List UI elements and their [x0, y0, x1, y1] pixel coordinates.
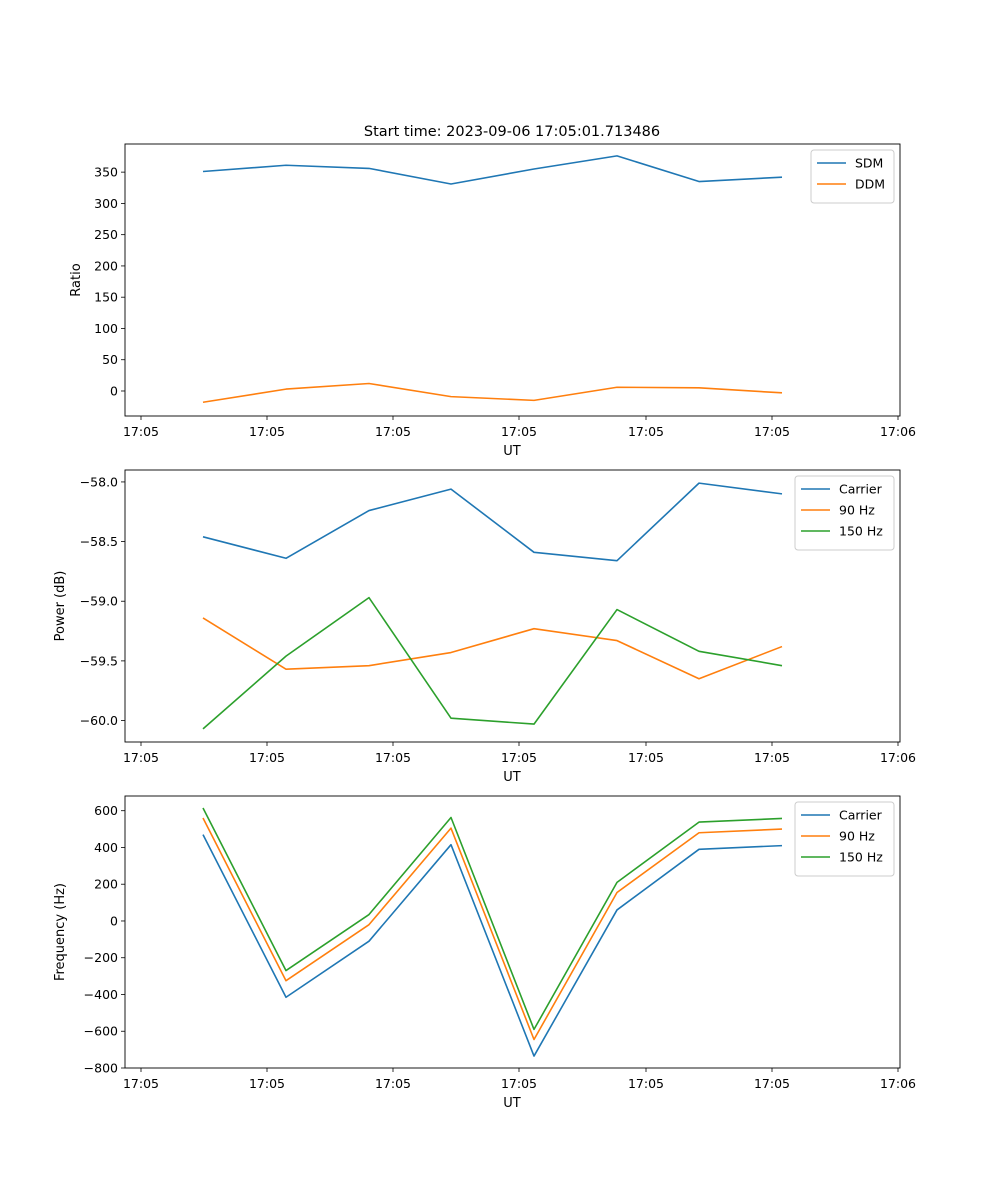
frequency-y-tick-label: 0 — [110, 913, 118, 928]
frequency-legend-label: 150 Hz — [839, 850, 883, 865]
frequency-y-tick-label: 200 — [94, 877, 118, 892]
frequency-legend: Carrier 90 Hz 150 Hz — [794, 801, 895, 877]
frequency-series-150-hz-line — [202, 807, 783, 1031]
frequency-x-tick-label: 17:05 — [249, 1076, 285, 1091]
power-legend-label: Carrier — [839, 482, 883, 497]
power-x-tick-label: 17:05 — [628, 750, 664, 765]
ratio-axes-frame — [124, 143, 901, 417]
frequency-y-tick-label: −600 — [84, 1024, 118, 1039]
frequency-y-tick-label: −200 — [84, 950, 118, 965]
ratio-x-tick-label: 17:05 — [628, 424, 664, 439]
frequency-x-tick-label: 17:06 — [880, 1076, 916, 1091]
power-series-carrier-line — [202, 482, 783, 562]
power-series-150-hz-line — [202, 596, 783, 730]
power-series-90-hz-line — [202, 617, 783, 680]
frequency-x-axis-label: UT — [503, 1096, 521, 1111]
power-x-tick-label: 17:05 — [375, 750, 411, 765]
power-x-tick-label: 17:05 — [249, 750, 285, 765]
ratio-x-tick-label: 17:06 — [880, 424, 916, 439]
power-x-tick-label: 17:05 — [501, 750, 537, 765]
ratio-y-tick-label: 250 — [94, 227, 118, 242]
ratio-series-ddm-line — [202, 382, 783, 404]
power-legend-label: 150 Hz — [839, 524, 883, 539]
ratio-x-tick-label: 17:05 — [375, 424, 411, 439]
chart-power: −60.0 −59.5 −59.0 −58.5 −58.0 17:05 17:05 17:05… — [53, 469, 916, 785]
ratio-y-tick-label: 350 — [94, 165, 118, 180]
ratio-legend-label: DDM — [855, 177, 885, 192]
ratio-x-tick-label: 17:05 — [123, 424, 159, 439]
ratio-x-tick-label: 17:05 — [754, 424, 790, 439]
ratio-x-axis-label: UT — [503, 444, 521, 459]
frequency-x-tick-label: 17:05 — [375, 1076, 411, 1091]
power-x-axis-label: UT — [503, 770, 521, 785]
ratio-y-tick-label: 150 — [94, 290, 118, 305]
power-y-tick-label: −59.5 — [80, 653, 118, 668]
ratio-x-tick-label: 17:05 — [249, 424, 285, 439]
frequency-series-90-hz-line — [202, 817, 783, 1041]
power-y-tick-label: −58.5 — [80, 534, 118, 549]
power-y-tick-label: −59.0 — [80, 594, 118, 609]
ratio-legend-label: SDM — [855, 156, 883, 171]
frequency-x-tick-label: 17:05 — [754, 1076, 790, 1091]
power-x-tick-label: 17:05 — [123, 750, 159, 765]
ratio-y-tick-label: 50 — [102, 352, 118, 367]
power-legend: Carrier 90 Hz 150 Hz — [794, 475, 895, 551]
power-axes-frame — [124, 469, 901, 743]
power-x-tick-label: 17:05 — [754, 750, 790, 765]
frequency-legend-label: 90 Hz — [839, 829, 875, 844]
frequency-y-tick-label: −800 — [84, 1061, 118, 1076]
ratio-y-tick-label: 200 — [94, 258, 118, 273]
power-legend-label: 90 Hz — [839, 503, 875, 518]
frequency-x-tick-label: 17:05 — [123, 1076, 159, 1091]
ratio-legend: SDM DDM — [810, 149, 895, 204]
frequency-series-carrier-line — [202, 834, 783, 1057]
ratio-y-tick-label: 0 — [110, 383, 118, 398]
power-y-tick-label: −58.0 — [80, 474, 118, 489]
power-x-tick-label: 17:06 — [880, 750, 916, 765]
power-y-tick-label: −60.0 — [80, 713, 118, 728]
ratio-y-tick-label: 300 — [94, 196, 118, 211]
frequency-x-tick-label: 17:05 — [501, 1076, 537, 1091]
ratio-x-tick-label: 17:05 — [501, 424, 537, 439]
power-y-axis-label: Power (dB) — [53, 571, 68, 642]
frequency-legend-label: Carrier — [839, 808, 883, 823]
frequency-y-axis-label: Frequency (Hz) — [53, 883, 68, 981]
frequency-y-tick-label: 600 — [94, 803, 118, 818]
frequency-y-tick-label: 400 — [94, 840, 118, 855]
frequency-axes-frame — [124, 795, 901, 1069]
ratio-y-tick-label: 100 — [94, 321, 118, 336]
figure-title: Start time: 2023-09-06 17:05:01.713486 — [364, 124, 660, 140]
frequency-y-tick-label: −400 — [84, 987, 118, 1002]
ratio-y-axis-label: Ratio — [69, 263, 84, 296]
ratio-series-sdm-line — [202, 155, 783, 185]
frequency-x-tick-label: 17:05 — [628, 1076, 664, 1091]
chart-ratio: 0 50 100 150 200 250 300 350 17:05 17:05 17:05 17:0… — [69, 143, 916, 459]
chart-frequency: −800 −600 −400 −200 0 200 400 600 17:05 17:05 17:0… — [53, 795, 916, 1111]
